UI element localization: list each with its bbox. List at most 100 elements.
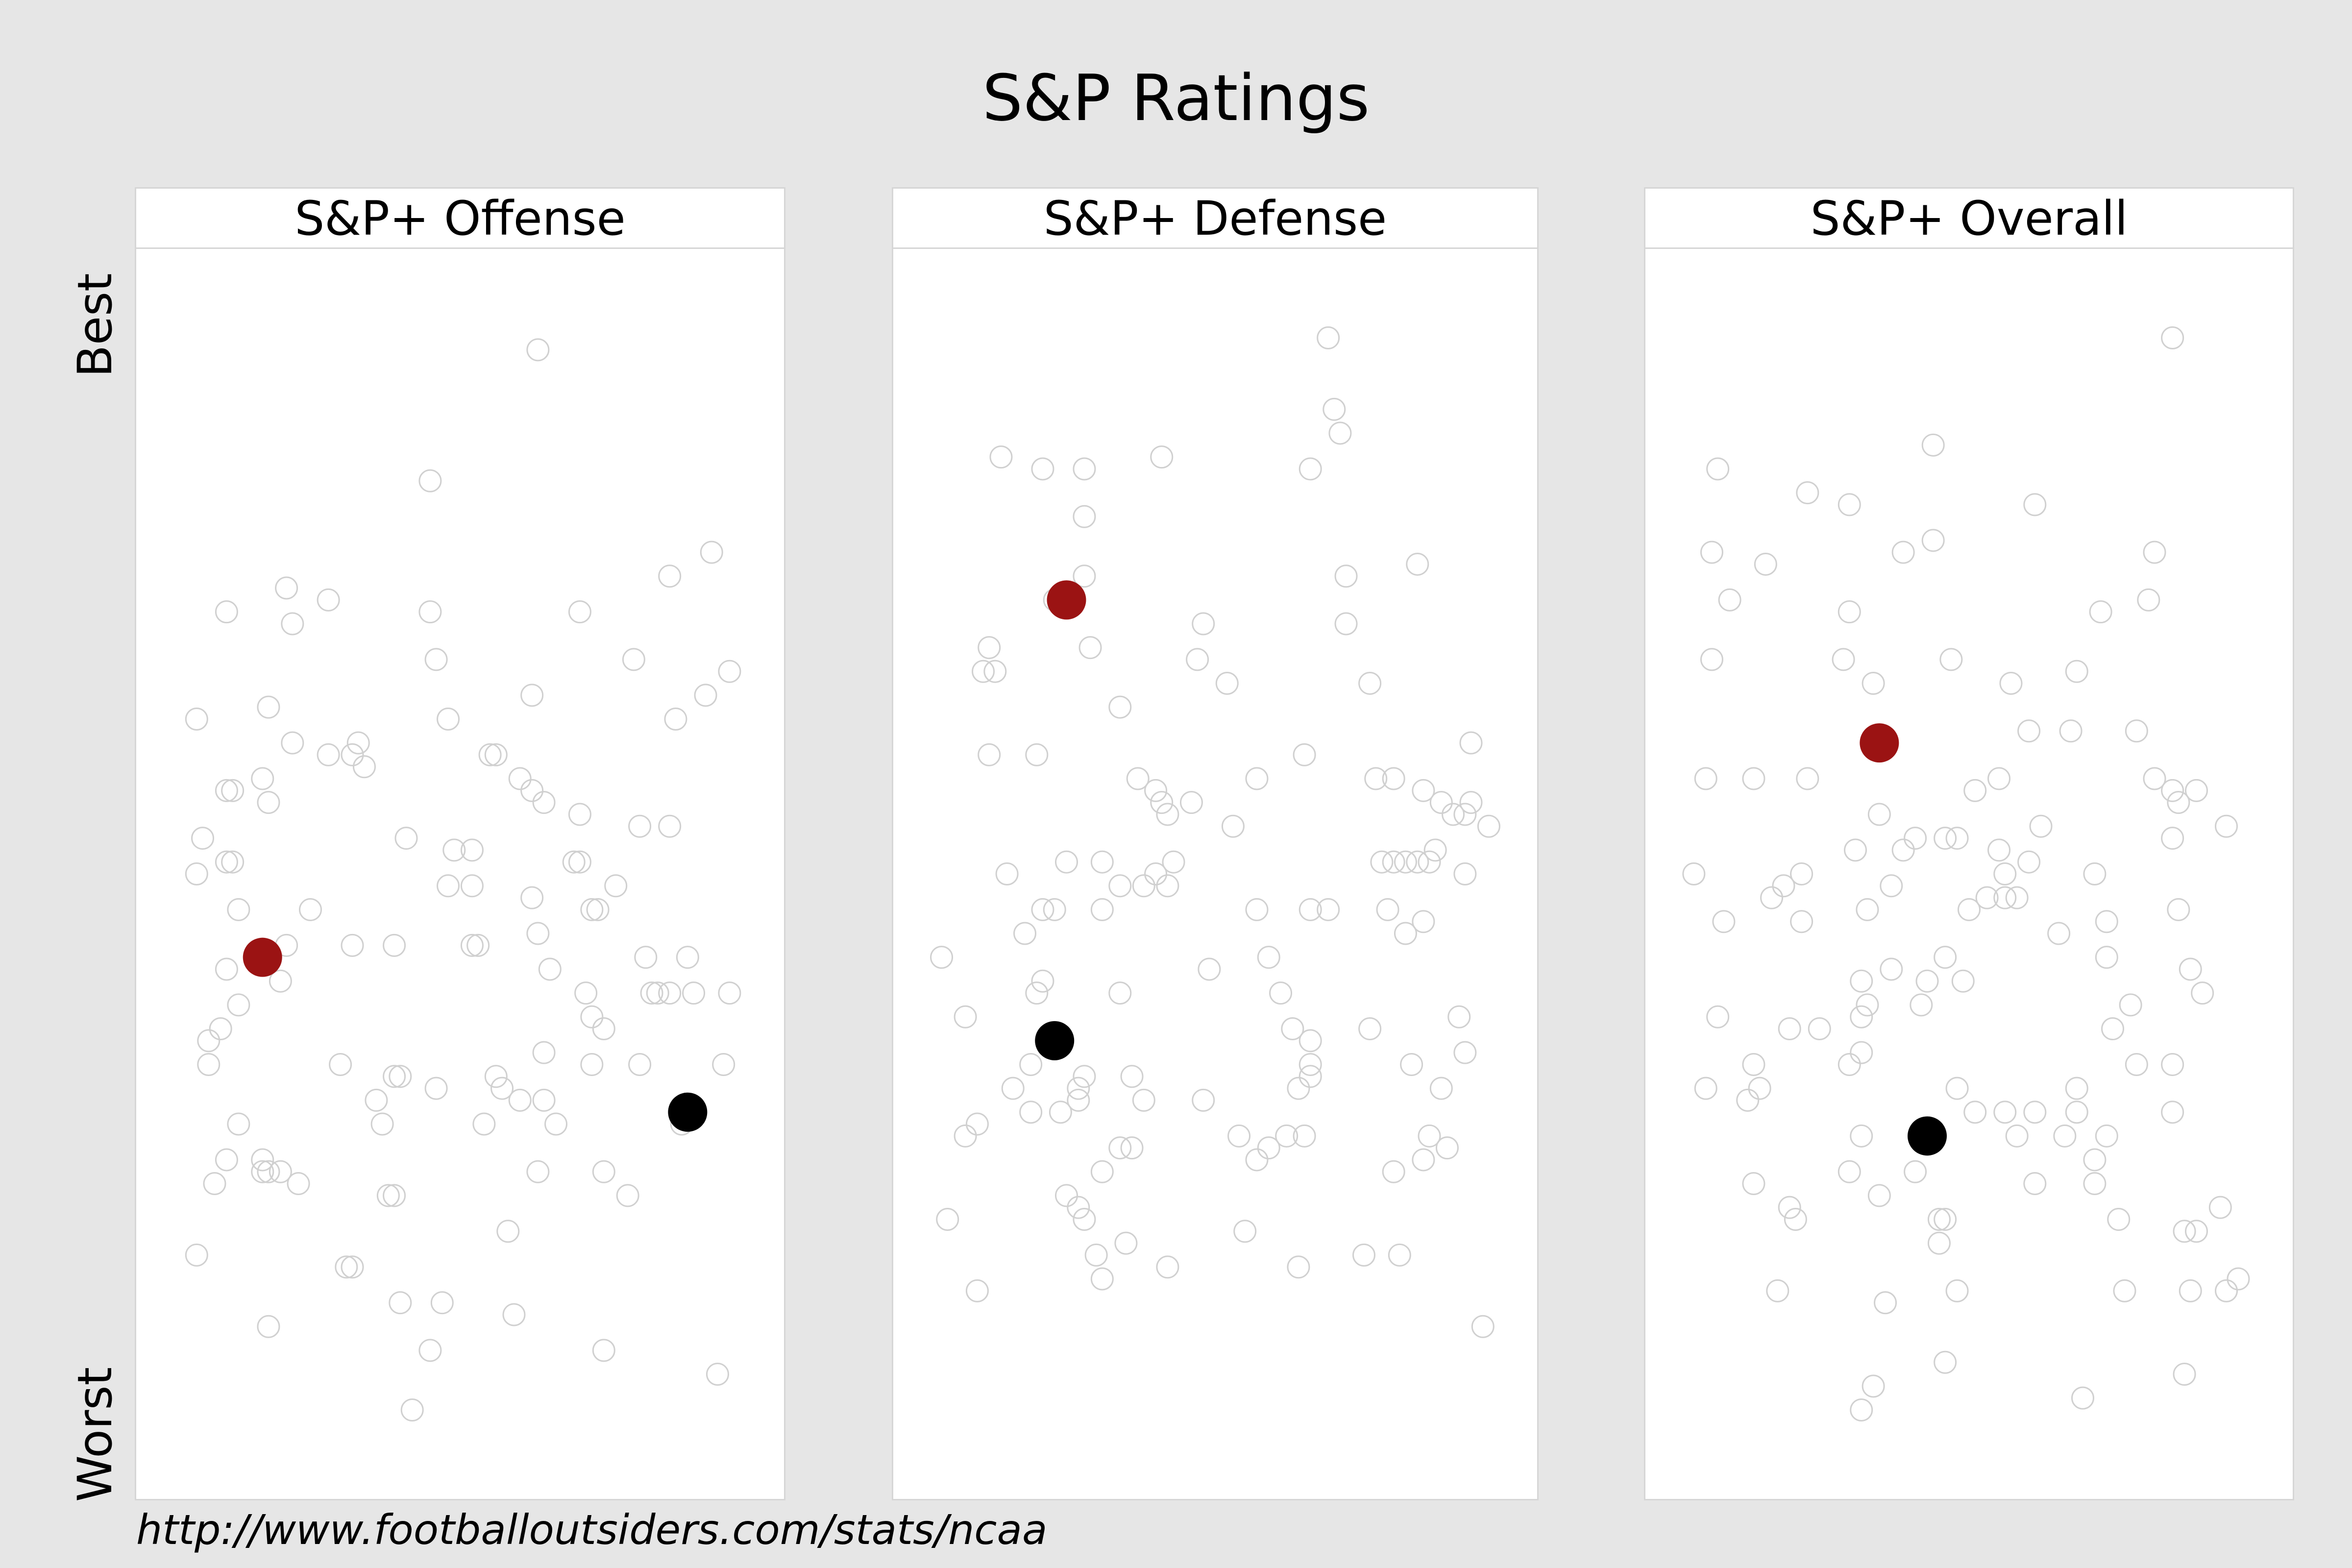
overall-team-point [2179, 957, 2202, 981]
offense-team-point [257, 695, 280, 719]
panel-plot-offense [185, 338, 741, 1421]
defense-team-point [1067, 1196, 1090, 1219]
defense-team-point [1298, 1065, 1322, 1088]
overall-team-point [1927, 1207, 1951, 1231]
overall-team-point [1682, 862, 1706, 885]
offense-team-point [418, 600, 442, 624]
overall-team-point [2053, 1124, 2077, 1148]
defense-team-point [930, 946, 954, 969]
defense-team-point [1388, 1243, 1411, 1267]
defense-team-point [1245, 898, 1269, 921]
defense-team-point [983, 660, 1007, 683]
overall-team-point [2208, 1196, 2232, 1219]
defense-team-point [1376, 898, 1399, 921]
defense-team-point [1156, 1255, 1179, 1279]
defense-team-point [1108, 695, 1132, 719]
overall-highlight-red-point [1860, 723, 1899, 763]
defense-team-point [1144, 779, 1168, 802]
defense-team-point [965, 1279, 989, 1302]
offense-team-point [209, 1017, 232, 1041]
offense-team-point [466, 933, 490, 957]
offense-team-point [437, 707, 460, 731]
defense-team-point [1090, 1267, 1114, 1291]
overall-team-point [1742, 1053, 1765, 1076]
offense-team-point [376, 1184, 400, 1207]
offense-team-point [520, 779, 544, 802]
defense-team-point [1192, 612, 1215, 636]
overall-team-point [1808, 1017, 1831, 1041]
offense-team-point [712, 1053, 735, 1076]
offense-highlight-red-point [243, 937, 282, 977]
overall-highlight-black-point [1908, 1116, 1947, 1156]
defense-team-point [972, 660, 995, 683]
overall-team-point [1778, 1196, 1801, 1219]
offense-team-point [383, 933, 406, 957]
offense-team-point [317, 588, 340, 612]
offense-team-point [418, 1339, 442, 1362]
overall-team-point [2005, 1124, 2029, 1148]
overall-team-point [1790, 910, 1813, 933]
defense-team-point [1090, 850, 1114, 874]
offense-team-point [329, 1053, 352, 1076]
defense-team-point [1406, 552, 1429, 576]
offense-team-point [442, 838, 466, 862]
defense-team-point [1429, 1077, 1453, 1100]
overall-team-point [1945, 1077, 1969, 1100]
overall-team-point [2179, 1279, 2202, 1302]
y-axis-bottom-label: Worst [68, 1367, 122, 1502]
overall-team-point [1910, 993, 1933, 1017]
overall-team-point [1718, 588, 1741, 612]
offense-team-point [526, 1160, 550, 1183]
overall-team-point [1850, 1124, 1873, 1148]
overall-team-point [2184, 1220, 2208, 1243]
offense-team-point [508, 1088, 532, 1112]
offense-team-point [682, 981, 706, 1005]
defense-team-point [1073, 564, 1096, 588]
offense-team-point [526, 338, 550, 362]
offense-team-point [424, 648, 448, 671]
panel-overall: S&P+ Overall [1644, 187, 2294, 1500]
offense-team-point [383, 1184, 406, 1207]
defense-team-point [1108, 1136, 1132, 1160]
defense-team-point [1400, 1053, 1423, 1076]
overall-team-point [1850, 1041, 1873, 1064]
defense-team-point [1317, 326, 1340, 350]
defense-team-point [1334, 612, 1358, 636]
overall-team-point [1915, 969, 1939, 993]
overall-team-point [1891, 838, 1915, 862]
defense-team-point [1442, 803, 1465, 826]
overall-team-point [1904, 827, 1927, 850]
offense-team-point [658, 814, 682, 838]
overall-team-point [2143, 767, 2166, 790]
offense-team-point [634, 946, 658, 969]
offense-team-point [580, 1053, 604, 1076]
panel-offense: S&P+ Offense [135, 187, 785, 1500]
offense-team-point [215, 1148, 238, 1172]
offense-team-point [526, 922, 550, 945]
defense-team-point [1078, 636, 1102, 660]
defense-team-point [1298, 457, 1322, 481]
offense-team-point [257, 791, 280, 814]
defense-team-point [1358, 672, 1382, 695]
defense-team-point [1132, 874, 1155, 898]
offense-team-point [203, 1172, 226, 1196]
source-link[interactable]: http://www.footballoutsiders.com/stats/n… [136, 1506, 1048, 1554]
overall-team-point [1934, 1350, 1957, 1374]
defense-team-point [1049, 1101, 1072, 1124]
defense-team-point [1245, 1148, 1269, 1172]
defense-team-point [1073, 457, 1096, 481]
panel-defense: S&P+ Defense [892, 187, 1539, 1500]
defense-team-point [1382, 850, 1405, 874]
defense-team-point [1233, 1220, 1257, 1243]
offense-team-point [389, 1065, 412, 1088]
offense-team-point [460, 874, 484, 898]
defense-team-point [1025, 743, 1049, 766]
overall-team-point [2125, 719, 2148, 743]
defense-team-point [1120, 1136, 1144, 1160]
offense-team-point [215, 779, 238, 802]
offense-team-point [676, 946, 699, 969]
overall-team-point [2215, 1279, 2238, 1302]
overall-team-point [2161, 827, 2184, 850]
panel-title-offense: S&P+ Offense [136, 189, 784, 249]
